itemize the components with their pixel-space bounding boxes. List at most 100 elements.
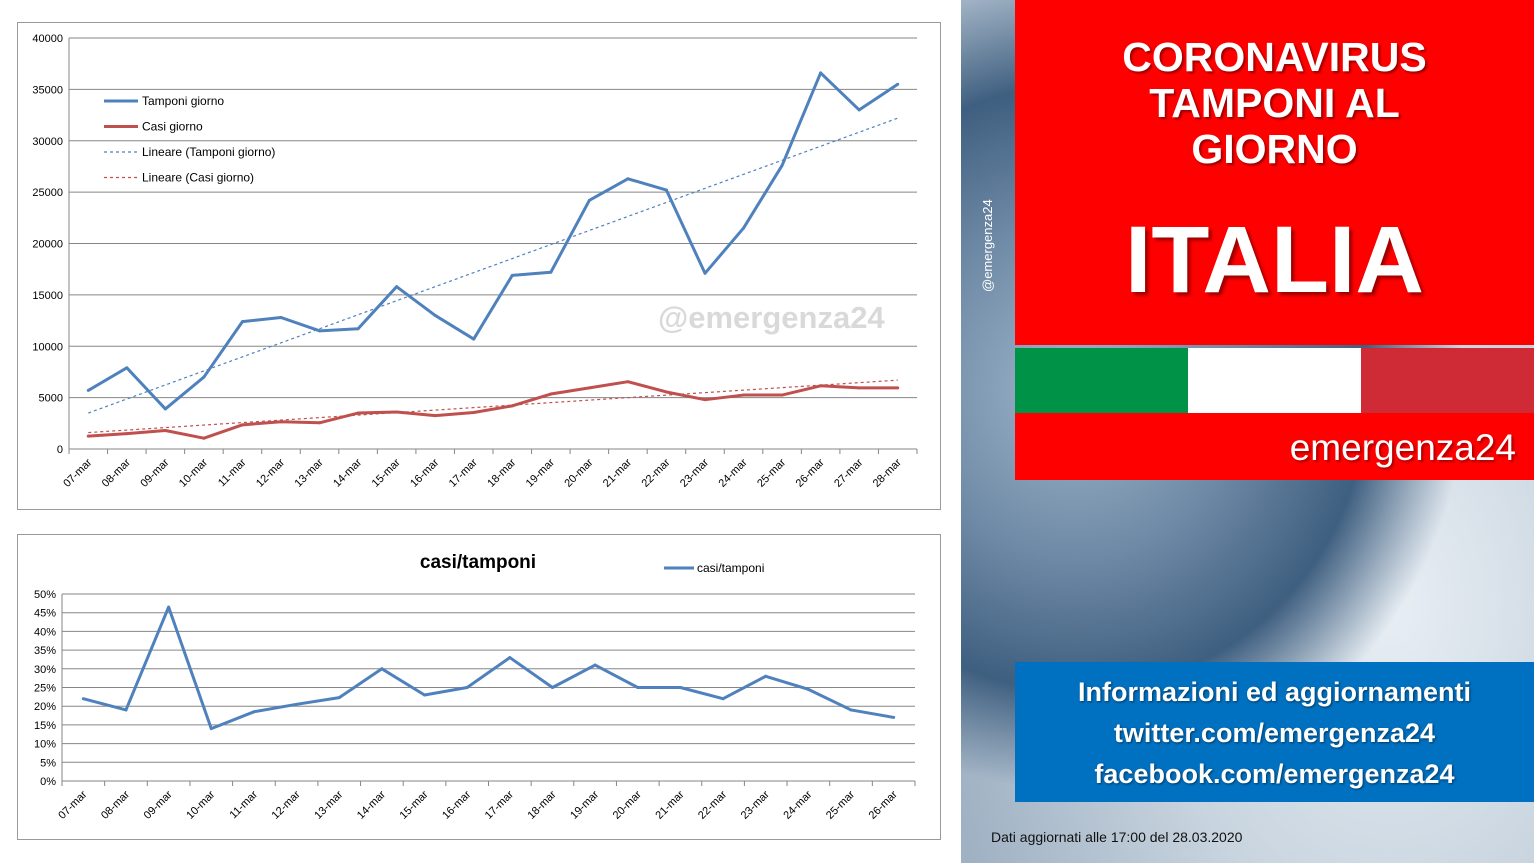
- x-tick-label: 15-mar: [398, 788, 431, 821]
- data-point: [380, 667, 384, 671]
- data-point: [806, 687, 810, 691]
- legend-label: Lineare (Tamponi giorno): [142, 145, 275, 159]
- y-tick-label: 25%: [34, 683, 56, 695]
- data-point: [433, 414, 437, 418]
- data-point: [202, 375, 206, 379]
- info-box: [1015, 662, 1534, 802]
- data-point: [472, 411, 476, 415]
- x-tick-label: 21-mar: [601, 456, 634, 489]
- x-tick-label: 15-mar: [370, 456, 403, 489]
- chart-watermark: @emergenza24: [658, 300, 885, 335]
- y-tick-label: 30000: [32, 136, 63, 148]
- x-tick-label: 07-mar: [56, 788, 89, 821]
- data-point: [163, 407, 167, 411]
- country-title: ITALIA: [1124, 207, 1424, 313]
- legend-label: casi/tamponi: [697, 561, 764, 575]
- ratio-chart-svg: 0% 5% 10% 15% 20% 25% 30% 35% 40% 45% 50% 07-mar 08-…: [34, 552, 916, 822]
- data-point: [279, 420, 283, 424]
- y-tick-label: 50%: [34, 589, 56, 601]
- data-point: [356, 327, 360, 331]
- x-tick-label: 10-mar: [184, 788, 217, 821]
- x-tick-label: 17-mar: [447, 456, 480, 489]
- x-tick-label: 19-mar: [524, 456, 557, 489]
- legend-label: Lineare (Casi giorno): [142, 171, 254, 185]
- data-point: [395, 285, 399, 289]
- daily-tests-chart: 0 5000 10000 15000 20000 25000 30000 35000 40000…: [17, 22, 941, 510]
- chart-title: casi/tamponi: [420, 552, 536, 573]
- y-tick-label: 35%: [34, 645, 56, 657]
- data-point: [703, 398, 707, 402]
- data-point: [780, 393, 784, 397]
- data-point: [86, 388, 90, 392]
- data-point: [780, 163, 784, 167]
- y-tick-label: 5000: [39, 393, 63, 405]
- data-point: [896, 386, 900, 390]
- y-tick-label: 20000: [32, 239, 63, 251]
- data-point: [857, 108, 861, 112]
- y-tick-label: 0: [57, 444, 63, 456]
- data-point: [279, 315, 283, 319]
- twitter-link[interactable]: twitter.com/emergenza24: [1113, 718, 1436, 748]
- data-point: [664, 390, 668, 394]
- x-tick-label: 26-mar: [867, 788, 900, 821]
- title-line-1: CORONAVIRUS: [1122, 34, 1427, 80]
- flag-white-band: [1188, 348, 1361, 413]
- facebook-link[interactable]: facebook.com/emergenza24: [1094, 759, 1455, 789]
- data-point: [472, 337, 476, 341]
- x-tick-label: 20-mar: [562, 456, 595, 489]
- data-point: [626, 380, 630, 384]
- data-point: [167, 605, 171, 609]
- title-line-3: GIORNO: [1191, 126, 1358, 172]
- data-point: [593, 663, 597, 667]
- x-tick-label: 28-mar: [871, 456, 904, 489]
- x-tick-label: 10-mar: [177, 456, 210, 489]
- data-point: [892, 715, 896, 719]
- data-point: [163, 429, 167, 433]
- x-tick-label: 13-mar: [312, 788, 345, 821]
- data-point: [742, 393, 746, 397]
- x-tick-label: 25-mar: [824, 788, 857, 821]
- y-tick-label: 30%: [34, 664, 56, 676]
- data-point: [240, 320, 244, 324]
- title-block: CORONAVIRUS TAMPONI AL GIORNO: [1015, 34, 1534, 172]
- series-line: [87, 71, 899, 411]
- trendline: [88, 379, 898, 434]
- x-tick-label: 23-mar: [739, 788, 772, 821]
- x-tick-label: 11-mar: [227, 788, 260, 821]
- x-tick-label: 07-mar: [61, 456, 94, 489]
- x-tick-label: 12-mar: [270, 788, 303, 821]
- brand-strip: [1015, 413, 1534, 480]
- y-tick-label: 0%: [40, 776, 56, 788]
- flag-red-band: [1361, 348, 1534, 413]
- data-point: [587, 386, 591, 390]
- ratio-chart: 0% 5% 10% 15% 20% 25% 30% 35% 40% 45% 50% 07-mar 08-…: [17, 534, 941, 840]
- data-point: [81, 697, 85, 701]
- data-point: [549, 270, 553, 274]
- y-tick-label: 5%: [40, 757, 56, 769]
- x-tick-label: 14-mar: [355, 788, 388, 821]
- data-point: [549, 392, 553, 396]
- data-point: [510, 273, 514, 277]
- x-tick-label: 23-mar: [678, 456, 711, 489]
- x-tick-label: 24-mar: [717, 456, 750, 489]
- data-point: [857, 386, 861, 390]
- data-point: [125, 432, 129, 436]
- data-point: [252, 710, 256, 714]
- title-panel: [1015, 0, 1534, 345]
- data-point: [849, 708, 853, 712]
- data-point: [742, 226, 746, 230]
- x-tick-label: 09-mar: [138, 456, 171, 489]
- x-tick-label: 21-mar: [653, 788, 686, 821]
- data-point: [721, 697, 725, 701]
- y-tick-label: 25000: [32, 187, 63, 199]
- x-tick-label: 12-mar: [254, 456, 287, 489]
- daily-tests-chart-svg: 0 5000 10000 15000 20000 25000 30000 35000 40000…: [32, 33, 918, 490]
- data-point: [125, 366, 129, 370]
- data-point: [86, 434, 90, 438]
- data-point: [764, 674, 768, 678]
- data-point: [318, 329, 322, 333]
- data-point: [664, 188, 668, 192]
- data-point: [587, 198, 591, 202]
- data-point: [508, 656, 512, 660]
- x-tick-label: 08-mar: [100, 456, 133, 489]
